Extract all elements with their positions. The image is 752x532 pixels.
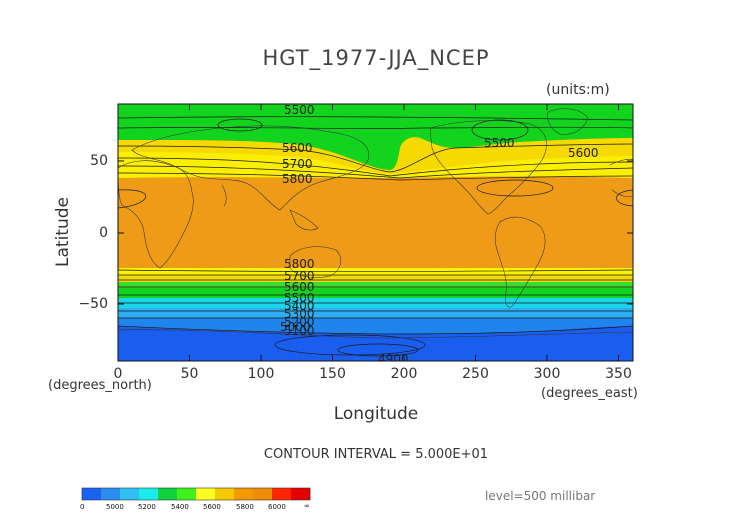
colorbar-swatch (101, 488, 121, 500)
x-tick-label: 200 (390, 366, 418, 382)
colorbar-swatch (253, 488, 273, 500)
sh-lightblue-band (118, 308, 633, 318)
colorbar-label: ∞ (304, 502, 310, 510)
x-tick-label: 350 (605, 366, 632, 382)
contour-label: 5800 (282, 172, 313, 186)
contour-label: 5800 (284, 257, 315, 271)
colorbar-frame (81, 487, 311, 501)
sh-blue-band (118, 318, 633, 334)
x-tick-label: 100 (247, 366, 275, 382)
colorbar-swatch (272, 488, 292, 500)
x-axis-label: Longitude (333, 404, 419, 424)
contour-label: 4900 (378, 352, 409, 366)
figure-title: HGT_1977-JJA_NCEP (262, 46, 490, 70)
contour-label: 5100 (284, 324, 315, 338)
colorbar-swatch (177, 488, 197, 500)
x-units-label: (degrees_east) (541, 386, 638, 401)
contour-label: 5000 (280, 320, 311, 334)
contour-label: 5700 (284, 269, 315, 283)
contour-label: 5500 (284, 291, 315, 305)
contour-label: 5300 (284, 307, 315, 321)
level-text: level=500 millibar (485, 489, 596, 503)
y-tick-label: 50 (90, 153, 108, 169)
x-tick-label: 150 (319, 366, 346, 382)
colorbar-label: 5200 (138, 503, 156, 511)
colorbar-swatch (120, 488, 140, 500)
contour-label: 5200 (284, 315, 315, 329)
nh-green-band (118, 104, 633, 170)
contour-label: 5400 (284, 299, 315, 313)
y-tick-label: 0 (99, 225, 108, 241)
y-tick-label: −50 (78, 296, 108, 312)
x-tick-label: 250 (462, 366, 489, 382)
colorbar-swatch (196, 488, 216, 500)
colorbar-swatch (234, 488, 254, 500)
y-axis-label: Latitude (52, 197, 73, 267)
x-tick-label: 300 (533, 366, 561, 382)
sh-light-green (118, 282, 633, 288)
contour-label: 5600 (282, 141, 313, 155)
colorbar-label: 5600 (203, 503, 221, 511)
contour-label: 5700 (282, 157, 313, 171)
colorbar-swatch (82, 488, 102, 500)
contour-label: 5500 (484, 136, 515, 150)
sh-dark-blue-band (118, 326, 633, 361)
colorbar-swatch (158, 488, 178, 500)
colorbar-label: 6000 (268, 503, 286, 511)
coastlines (118, 108, 633, 339)
contour-label: 5500 (284, 103, 315, 117)
contour-label: 5600 (284, 280, 315, 294)
colorbar-swatch (139, 488, 159, 500)
colorbar-swatch (291, 488, 311, 500)
nh-bright-yellow (118, 152, 633, 178)
x-tick-label: 50 (180, 366, 199, 382)
contour-interval-text: CONTOUR INTERVAL = 5.000E+01 (263, 447, 489, 462)
contour-label: 5600 (568, 146, 599, 160)
contour-labels: 5500 5600 5700 5800 5800 5700 5600 5500 … (280, 103, 599, 366)
x-tick-label: 0 (113, 366, 123, 382)
colorbar-label: 5400 (171, 503, 189, 511)
tick-marks (117, 104, 633, 361)
y-units-label: (degrees_north) (48, 378, 152, 393)
colorbar-label: 5000 (106, 503, 124, 511)
colorbar-label: 5800 (236, 503, 254, 511)
colorbar-swatch (215, 488, 235, 500)
colorbar-label: 0 (80, 503, 85, 511)
units-label: (units:m) (546, 82, 610, 98)
colorbar (82, 488, 311, 500)
